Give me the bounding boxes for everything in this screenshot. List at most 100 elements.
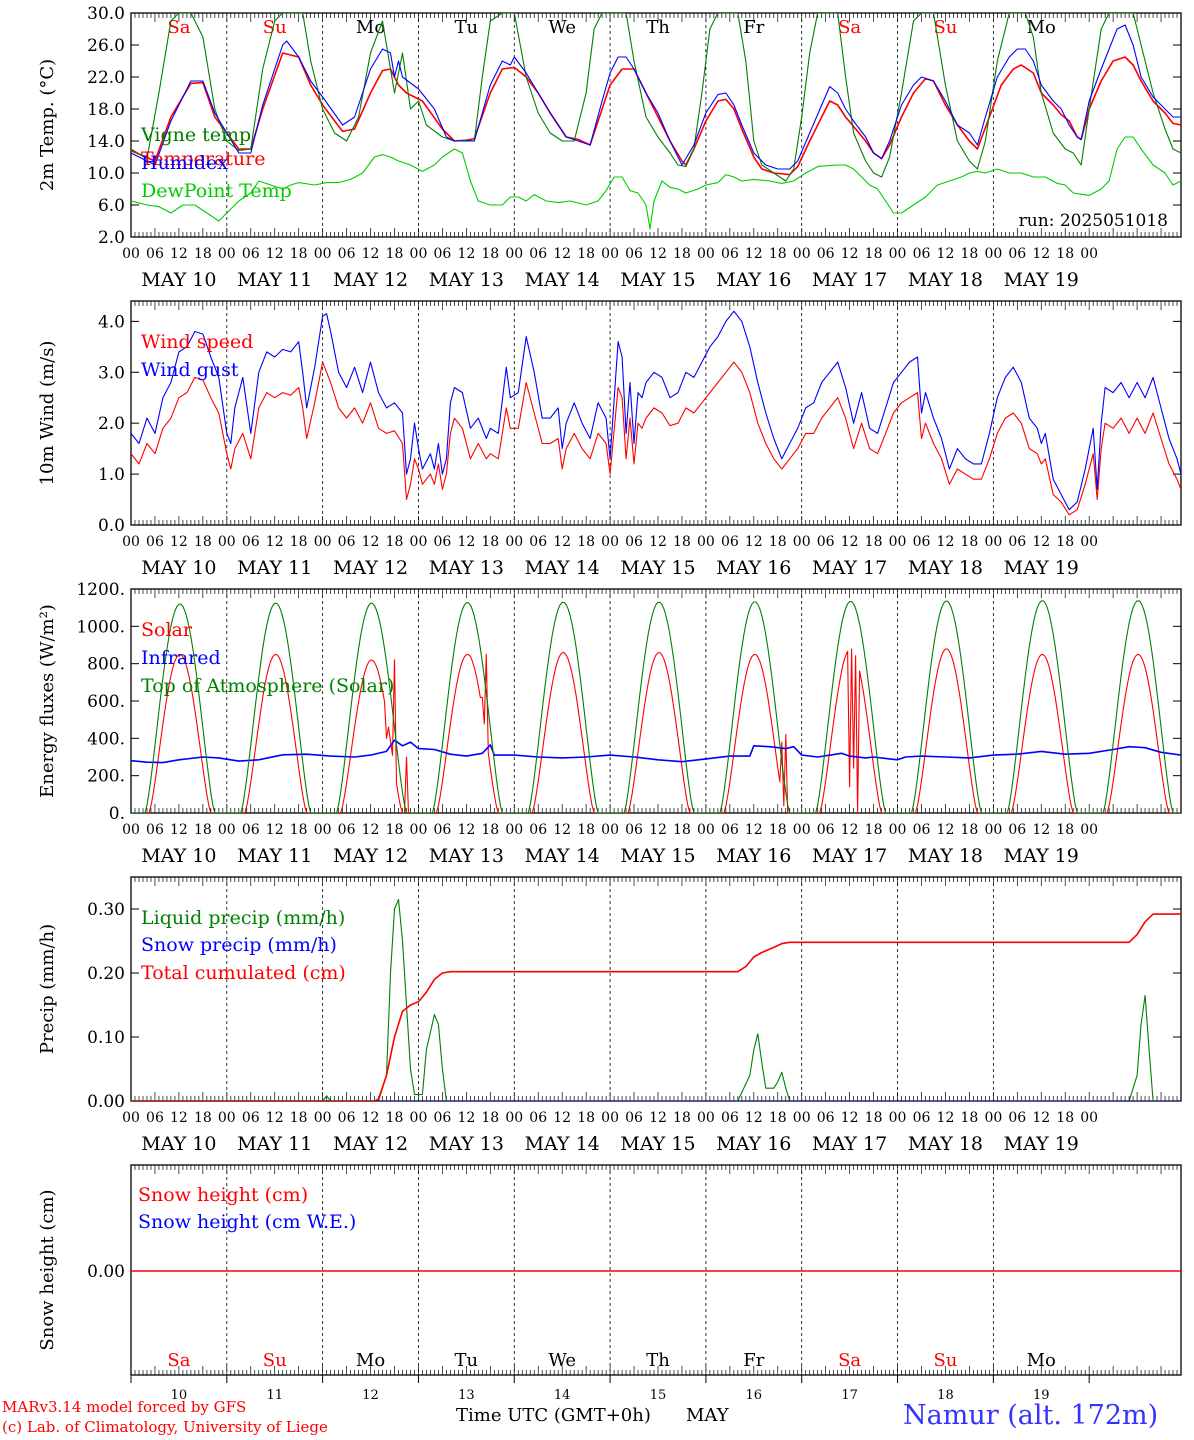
hour-label: 00 — [314, 534, 332, 550]
hour-label: 00 — [793, 1110, 811, 1126]
day-of-week-label: Mo — [356, 1350, 385, 1371]
y-tick-label: 0.00 — [87, 1092, 125, 1112]
hour-label: 18 — [577, 822, 595, 838]
hour-label: 00 — [122, 246, 140, 262]
series-line — [131, 898, 1181, 1101]
day-of-week-label: Th — [646, 17, 670, 38]
panel-frame — [130, 300, 1182, 526]
date-label: MAY 15 — [620, 845, 695, 867]
hour-label: 00 — [889, 534, 907, 550]
hour-label: 06 — [913, 822, 931, 838]
hour-label: 06 — [1008, 1110, 1026, 1126]
panel-2: 0.0 1.0 2.0 3.0 4.0 10m Wind (m/s) 00 06 12 18 00 0… — [37, 300, 1182, 579]
hour-label: 18 — [577, 1110, 595, 1126]
hour-label: 18 — [865, 822, 883, 838]
hour-label: 00 — [1080, 1110, 1098, 1126]
series-line — [131, 13, 1181, 182]
hour-label: 18 — [865, 1110, 883, 1126]
legend-label: Liquid precip (mm/h) — [141, 907, 345, 929]
hour-label: 18 — [960, 534, 978, 550]
hour-label: 12 — [553, 822, 571, 838]
hour-label: 06 — [338, 1110, 356, 1126]
day-of-week-label: Su — [933, 17, 957, 38]
hour-label: 00 — [601, 822, 619, 838]
hour-label: 18 — [194, 534, 212, 550]
day-of-week-label: Tu — [455, 1350, 479, 1371]
day-of-week-label: Sa — [167, 1350, 190, 1371]
hour-label: 00 — [984, 534, 1002, 550]
hour-label: 00 — [505, 534, 523, 550]
series-group — [131, 898, 1181, 1101]
hour-label: 12 — [170, 822, 188, 838]
legend-label: Temperature — [141, 148, 265, 170]
hour-label: 18 — [481, 246, 499, 262]
hour-label: 18 — [577, 534, 595, 550]
date-label: MAY 12 — [333, 845, 408, 867]
day-number-label: 14 — [554, 1388, 571, 1403]
hour-label: 00 — [218, 1110, 236, 1126]
date-label: MAY 10 — [141, 269, 216, 291]
hour-label: 00 — [410, 822, 428, 838]
hour-label: 06 — [1008, 246, 1026, 262]
model-credit: MARv3.14 model forced by GFS — [2, 1398, 247, 1416]
y-tick-label: 18.0 — [87, 100, 125, 120]
legend-label: Infrared — [141, 647, 221, 669]
panel-1: 2.0 6.0 10.0 14.0 18.0 22.0 26.0 30.0 2m Temp. (… — [37, 4, 1182, 291]
hour-label: 06 — [529, 1110, 547, 1126]
hour-label: 12 — [362, 822, 380, 838]
legend-label: Snow height (cm) — [138, 1184, 308, 1206]
series-group — [131, 13, 1181, 230]
hour-label: 12 — [937, 246, 955, 262]
hour-label: 12 — [362, 246, 380, 262]
hour-label: 00 — [505, 246, 523, 262]
y-axis-title: Energy fluxes (W/m²) — [37, 604, 58, 798]
hour-label: 00 — [1080, 246, 1098, 262]
y-tick-label: 22.0 — [87, 68, 125, 88]
date-label: MAY 10 — [141, 557, 216, 579]
hour-label: 06 — [242, 1110, 260, 1126]
hour-label: 06 — [721, 1110, 739, 1126]
hour-label: 18 — [960, 1110, 978, 1126]
hour-label: 06 — [721, 246, 739, 262]
hour-label: 00 — [889, 822, 907, 838]
date-label: MAY 13 — [429, 1133, 504, 1155]
hour-label: 06 — [1008, 822, 1026, 838]
hour-label: 00 — [889, 246, 907, 262]
hour-label: 06 — [913, 534, 931, 550]
hour-label: 12 — [745, 1110, 763, 1126]
date-label: MAY 18 — [908, 269, 983, 291]
hour-label: 12 — [1032, 534, 1050, 550]
day-of-week-label: Mo — [1027, 17, 1056, 38]
hour-label: 06 — [817, 534, 835, 550]
day-of-week-label: Su — [263, 1350, 287, 1371]
date-label: MAY 11 — [237, 557, 312, 579]
date-label: MAY 13 — [429, 269, 504, 291]
run-annotation: run: 2025051018 — [1019, 211, 1168, 231]
date-label: MAY 13 — [429, 845, 504, 867]
y-tick-label: 4.0 — [98, 312, 125, 332]
hour-label: 06 — [433, 822, 451, 838]
hour-label: 00 — [314, 1110, 332, 1126]
hour-label: 00 — [601, 1110, 619, 1126]
hour-label: 12 — [266, 822, 284, 838]
hour-label: 12 — [457, 534, 475, 550]
hour-label: 00 — [1080, 822, 1098, 838]
hour-label: 12 — [841, 1110, 859, 1126]
hour-label: 00 — [697, 246, 715, 262]
hour-label: 18 — [290, 534, 308, 550]
y-tick-label: 10.0 — [87, 164, 125, 184]
y-axis-title: 10m Wind (m/s) — [37, 341, 58, 486]
date-label: MAY 17 — [812, 845, 887, 867]
legend-label: Vigne temp — [140, 124, 251, 146]
legend-label: DewPoint Temp — [141, 180, 292, 202]
day-number-label: 10 — [171, 1388, 188, 1403]
hour-label: 00 — [218, 822, 236, 838]
date-label: MAY 15 — [620, 557, 695, 579]
date-label: MAY 14 — [525, 557, 600, 579]
hour-label: 18 — [1056, 246, 1074, 262]
hour-label: 06 — [338, 246, 356, 262]
hour-label: 00 — [697, 534, 715, 550]
hour-label: 18 — [1056, 534, 1074, 550]
date-label: MAY 17 — [812, 1133, 887, 1155]
hour-label: 00 — [218, 534, 236, 550]
